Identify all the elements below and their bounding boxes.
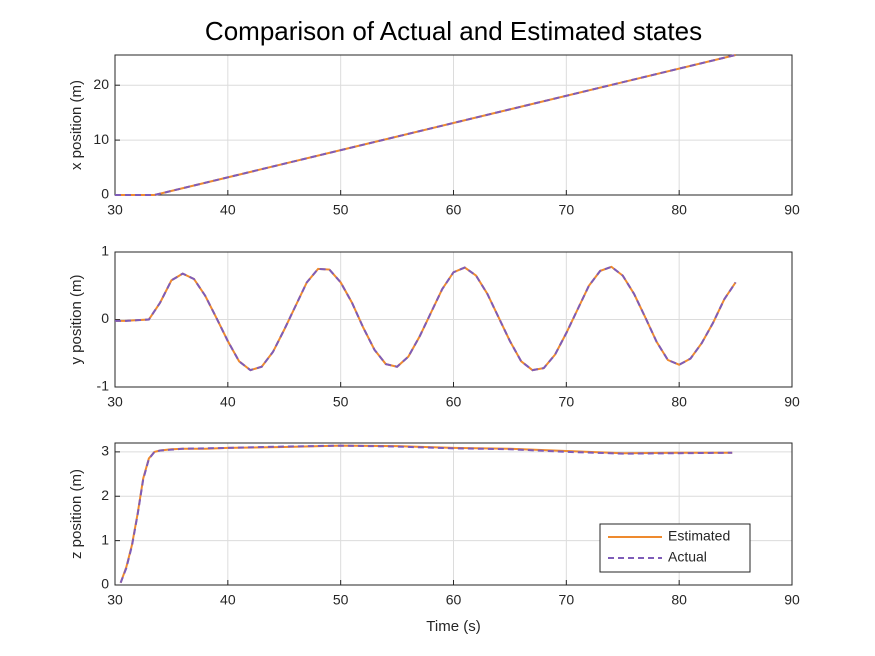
x-tick-label: 50 — [333, 592, 349, 608]
legend-box — [599, 523, 751, 573]
axes-frame — [114, 251, 793, 388]
x-tick-label: 90 — [784, 592, 800, 608]
x-tick-label: 40 — [220, 394, 236, 410]
x-tick-label: 30 — [107, 202, 123, 218]
y-tick-label: 10 — [93, 131, 109, 147]
x-tick-label: 80 — [671, 394, 687, 410]
x-tick-label: 90 — [784, 202, 800, 218]
series-line — [119, 444, 733, 584]
x-tick-label: 40 — [220, 592, 236, 608]
x-tick-label: 80 — [671, 202, 687, 218]
x-tick-label: 30 — [107, 394, 123, 410]
y-tick-label: 0 — [101, 576, 109, 592]
x-tick-label: 50 — [333, 394, 349, 410]
x-tick-label: 70 — [559, 592, 575, 608]
series-line — [115, 265, 737, 372]
legend-label: Estimated — [668, 528, 730, 544]
y-axis-label: y position (m) — [68, 274, 85, 364]
legend-label: Actual — [668, 549, 707, 565]
y-tick-label: 2 — [101, 487, 109, 503]
y-tick-label: 0 — [101, 310, 109, 326]
axes-frame — [114, 54, 793, 196]
axes-frame — [114, 442, 793, 586]
x-tick-label: 60 — [446, 592, 462, 608]
x-tick-label: 40 — [220, 202, 236, 218]
x-tick-label: 90 — [784, 394, 800, 410]
y-tick-label: -1 — [97, 378, 110, 394]
y-axis-label: x position (m) — [68, 80, 85, 170]
x-tick-label: 70 — [559, 394, 575, 410]
y-axis-label: z position (m) — [68, 469, 85, 559]
x-tick-label: 50 — [333, 202, 349, 218]
y-tick-label: 1 — [101, 531, 109, 547]
x-tick-label: 60 — [446, 394, 462, 410]
y-tick-label: 0 — [101, 186, 109, 202]
x-tick-label: 60 — [446, 202, 462, 218]
y-tick-label: 1 — [101, 243, 109, 259]
x-tick-label: 80 — [671, 592, 687, 608]
y-tick-label: 20 — [93, 76, 109, 92]
chart-title: Comparison of Actual and Estimated state… — [205, 16, 702, 46]
series-line — [115, 54, 736, 196]
y-tick-label: 3 — [101, 443, 109, 459]
x-axis-label: Time (s) — [426, 618, 480, 635]
x-tick-label: 30 — [107, 592, 123, 608]
x-tick-label: 70 — [559, 202, 575, 218]
